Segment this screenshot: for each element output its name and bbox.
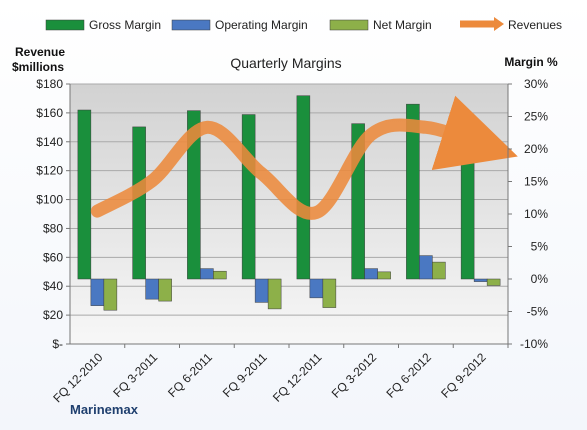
legend: Gross Margin Operating Margin Net Margin Re…	[45, 17, 562, 32]
bar-gross-margin	[296, 95, 311, 280]
revenue-point	[152, 180, 153, 181]
bar-net-margin	[322, 278, 337, 308]
bar-operating-margin	[309, 278, 324, 299]
bar-net-margin	[103, 278, 118, 311]
right-tick-label: 20%	[524, 142, 548, 156]
right-tick-label: 30%	[524, 77, 548, 91]
bar-gross-margin	[77, 109, 92, 280]
left-tick-label: $80	[43, 221, 63, 235]
revenue-point	[371, 134, 372, 135]
left-tick-label: $20	[43, 308, 63, 322]
x-tick-label: FQ 12-2011	[270, 350, 325, 405]
bar-gross-margin	[187, 110, 201, 280]
legend-label-net-margin: Net Margin	[373, 18, 432, 32]
bar-net-margin	[432, 261, 446, 280]
revenue-point	[206, 127, 207, 128]
bar-gross-margin	[132, 126, 146, 280]
legend-label-operating-margin: Operating Margin	[215, 18, 308, 32]
x-tick-label: FQ 6-2011	[165, 350, 215, 400]
bar-gross-margin	[241, 114, 256, 280]
bar-operating-margin	[364, 268, 378, 280]
legend-label-gross-margin: Gross Margin	[89, 18, 161, 32]
bar-operating-margin	[90, 278, 105, 306]
bar-net-margin	[158, 278, 172, 302]
bar-gross-margin	[406, 103, 420, 280]
bar-operating-margin	[419, 255, 433, 280]
right-tick-label: 25%	[524, 110, 548, 124]
legend-arrow-icon	[494, 17, 504, 31]
right-axis-title: Margin %	[504, 55, 558, 69]
left-tick-label: $-	[52, 337, 63, 351]
right-tick-label: 0%	[531, 272, 549, 286]
revenue-line-layer	[90, 95, 518, 220]
x-tick-label: FQ 12-2010	[50, 350, 105, 405]
left-tick-label: $100	[36, 193, 63, 207]
left-axis-title-line1: Revenue	[15, 45, 65, 59]
legend-label-revenues: Revenues	[508, 18, 562, 32]
bar-net-margin	[486, 278, 501, 286]
right-tick-label: 15%	[524, 175, 548, 189]
bar-operating-margin	[254, 278, 269, 303]
legend-swatch-gross-margin	[45, 19, 85, 31]
legend-swatch-operating-margin	[171, 19, 211, 31]
x-tick-label: FQ 9-2011	[220, 350, 270, 400]
x-tick-label: FQ 6-2012	[384, 350, 435, 401]
legend-swatch-net-margin	[329, 19, 369, 31]
x-tick-label: FQ 3-2012	[329, 350, 380, 401]
bar-net-margin	[267, 278, 282, 310]
bar-net-margin	[377, 271, 391, 280]
bar-operating-margin	[200, 268, 214, 280]
x-tick-label: FQ 3-2011	[110, 350, 160, 400]
left-tick-label: $40	[43, 279, 63, 293]
chart-title: Quarterly Margins	[230, 55, 341, 71]
revenues-line	[90, 95, 518, 220]
x-tick-label: FQ 9-2012	[438, 350, 489, 401]
left-tick-label: $60	[43, 250, 63, 264]
left-tick-label: $120	[36, 164, 63, 178]
bar-operating-margin	[473, 278, 488, 282]
bar-net-margin	[213, 270, 227, 280]
right-tick-label: 10%	[524, 207, 548, 221]
revenue-point	[97, 211, 98, 212]
left-tick-label: $140	[36, 135, 63, 149]
left-tick-label: $180	[36, 77, 63, 91]
revenue-point	[480, 144, 481, 145]
right-tick-label: -5%	[527, 305, 549, 319]
bar-operating-margin	[145, 278, 159, 300]
right-tick-label: -10%	[520, 337, 548, 351]
revenue-point	[316, 212, 317, 213]
revenue-point	[425, 127, 426, 128]
company-name: Marinemax	[70, 402, 139, 417]
left-axis-title-line2: $millions	[12, 60, 64, 74]
right-tick-label: 5%	[531, 240, 549, 254]
left-tick-label: $160	[36, 106, 63, 120]
revenue-point	[261, 173, 262, 174]
